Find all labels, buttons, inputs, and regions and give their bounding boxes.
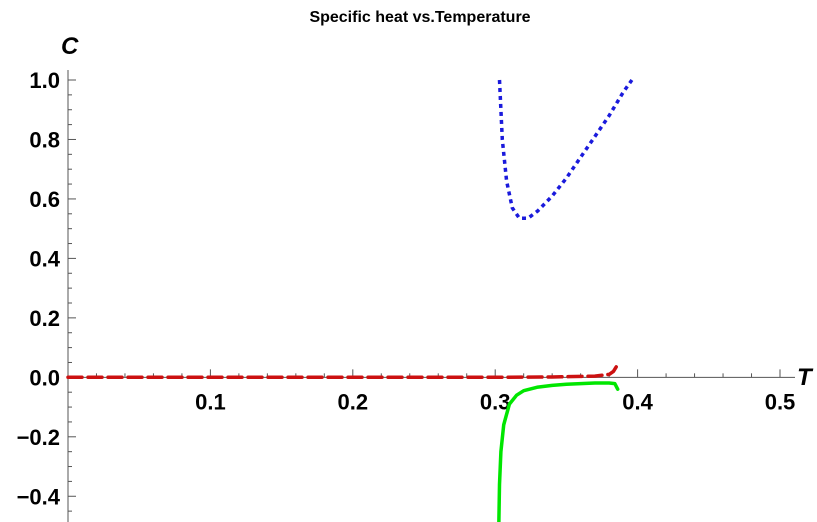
- x-tick-label: 0.2: [338, 389, 369, 414]
- x-tick-label: 0.4: [622, 389, 653, 414]
- y-axis-label: C: [61, 33, 79, 60]
- tick-labels: 0.1 0.2 0.3 0.4 0.5 −0.4 −0.2 0.0 0.2 0.4 0.6 0.8 1.…: [17, 68, 796, 509]
- x-axis-label: T: [797, 364, 814, 391]
- y-tick-label: 0.6: [29, 187, 60, 212]
- y-tick-label: 1.0: [29, 68, 60, 93]
- y-tick-label: 0.4: [29, 246, 60, 271]
- axes: [67, 70, 795, 522]
- series-group: [66, 78, 634, 522]
- series-line-dashed: [66, 365, 618, 380]
- y-tick-label: 0.0: [29, 365, 60, 390]
- x-tick-label: 0.1: [195, 389, 226, 414]
- series-line-dotted: [497, 78, 634, 221]
- y-tick-label: 0.8: [29, 127, 60, 152]
- ticks: [68, 79, 781, 512]
- series-line-solid: [497, 381, 620, 522]
- chart-title: Specific heat vs.Temperature: [309, 9, 530, 26]
- x-tick-label: 0.5: [765, 389, 796, 414]
- y-tick-label: 0.2: [29, 306, 60, 331]
- y-tick-label: −0.4: [17, 484, 61, 509]
- y-tick-label: −0.2: [17, 425, 60, 450]
- x-tick-label: 0.3: [480, 389, 511, 414]
